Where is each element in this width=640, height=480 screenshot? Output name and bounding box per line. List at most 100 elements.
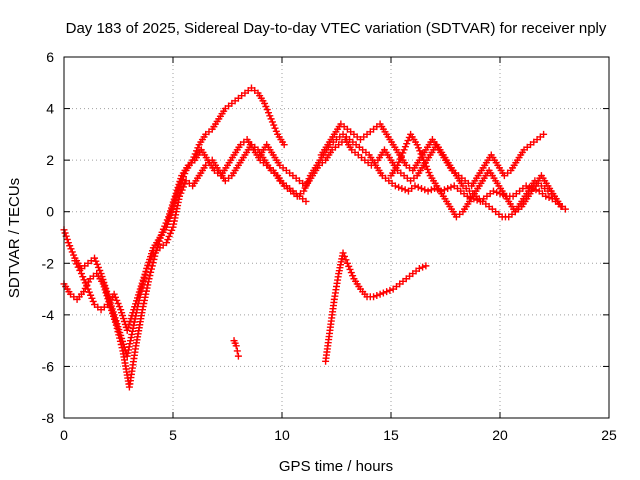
data-point (404, 137, 412, 145)
data-point (370, 293, 378, 301)
grid-lines (64, 57, 609, 418)
data-point (168, 226, 176, 234)
data-point (267, 115, 275, 123)
data-point (421, 186, 429, 194)
data-point (191, 150, 199, 158)
data-point (194, 144, 202, 152)
data-point (144, 261, 152, 269)
data-point (268, 118, 276, 126)
chart-title: Day 183 of 2025, Sidereal Day-to-day VTE… (66, 20, 607, 37)
data-point (342, 256, 350, 264)
x-tick-label: 0 (60, 427, 68, 443)
data-point (176, 192, 184, 200)
data-point (179, 183, 187, 191)
data-point (263, 106, 271, 114)
data-point (403, 140, 411, 148)
y-tick-label: 2 (46, 152, 54, 168)
y-axis-label: SDTVAR / TECUs (6, 178, 23, 298)
data-point (399, 149, 407, 157)
data-point (178, 186, 186, 194)
data-point (411, 182, 419, 190)
series-track-g (322, 249, 430, 365)
y-tick-label: -6 (42, 358, 55, 374)
data-point (376, 290, 384, 298)
data-point (266, 112, 274, 120)
data-point (114, 300, 122, 308)
data-point (92, 257, 100, 265)
data-point (61, 229, 69, 237)
data-point (391, 182, 399, 190)
data-point (444, 185, 452, 193)
data-point (178, 176, 186, 184)
data-point (557, 203, 565, 211)
data-point (397, 152, 405, 160)
data-point (420, 156, 428, 164)
data-point (81, 279, 89, 287)
data-point (422, 262, 430, 270)
data-point (181, 170, 189, 178)
data-point (424, 165, 432, 173)
data-point (190, 153, 198, 161)
data-point (340, 252, 348, 260)
data-point (110, 290, 118, 298)
data-point (418, 153, 426, 161)
y-tick-label: 4 (46, 101, 54, 117)
data-point (394, 161, 402, 169)
data-point (489, 187, 497, 195)
data-point (349, 272, 357, 280)
data-point (440, 186, 448, 194)
data-point (396, 155, 404, 163)
data-point (414, 183, 422, 191)
data-point (164, 236, 172, 244)
data-point (383, 288, 391, 296)
x-tick-label: 25 (601, 427, 617, 443)
data-point (147, 255, 155, 263)
data-point (417, 150, 425, 158)
data-point (176, 182, 184, 190)
data-point (233, 347, 241, 355)
data-point (91, 254, 99, 262)
data-point (88, 294, 96, 302)
data-point (339, 249, 347, 257)
x-axis-label: GPS time / hours (279, 458, 393, 475)
data-point (262, 103, 270, 111)
data-point (300, 187, 308, 195)
data-point (561, 205, 569, 213)
x-tick-label: 5 (169, 427, 177, 443)
data-point (96, 267, 104, 275)
data-point (401, 186, 409, 194)
data-point (74, 263, 82, 271)
data-point (343, 259, 351, 267)
data-point (85, 288, 93, 296)
data-point (66, 242, 74, 250)
y-tick-label: -8 (42, 410, 55, 426)
y-tick-label: 0 (46, 204, 54, 220)
data-point (419, 263, 427, 271)
x-tick-label: 15 (383, 427, 399, 443)
data-point (373, 292, 381, 300)
data-markers (60, 84, 569, 391)
data-point (234, 352, 242, 360)
y-tick-label: -2 (42, 255, 55, 271)
data-point (413, 141, 421, 149)
data-point (84, 285, 92, 293)
data-point (145, 258, 153, 266)
data-point (177, 179, 185, 187)
data-point (386, 286, 394, 294)
data-point (177, 189, 185, 197)
data-point (70, 251, 78, 259)
data-point (345, 262, 353, 270)
data-point (418, 185, 426, 193)
data-point (540, 130, 548, 138)
data-point (77, 270, 85, 278)
data-point (270, 121, 278, 129)
data-point (189, 156, 197, 164)
data-point (93, 260, 101, 268)
data-point (280, 141, 288, 149)
data-point (379, 289, 387, 297)
data-point (232, 342, 240, 350)
data-point (346, 265, 354, 273)
data-point (67, 245, 75, 253)
data-point (271, 124, 279, 132)
